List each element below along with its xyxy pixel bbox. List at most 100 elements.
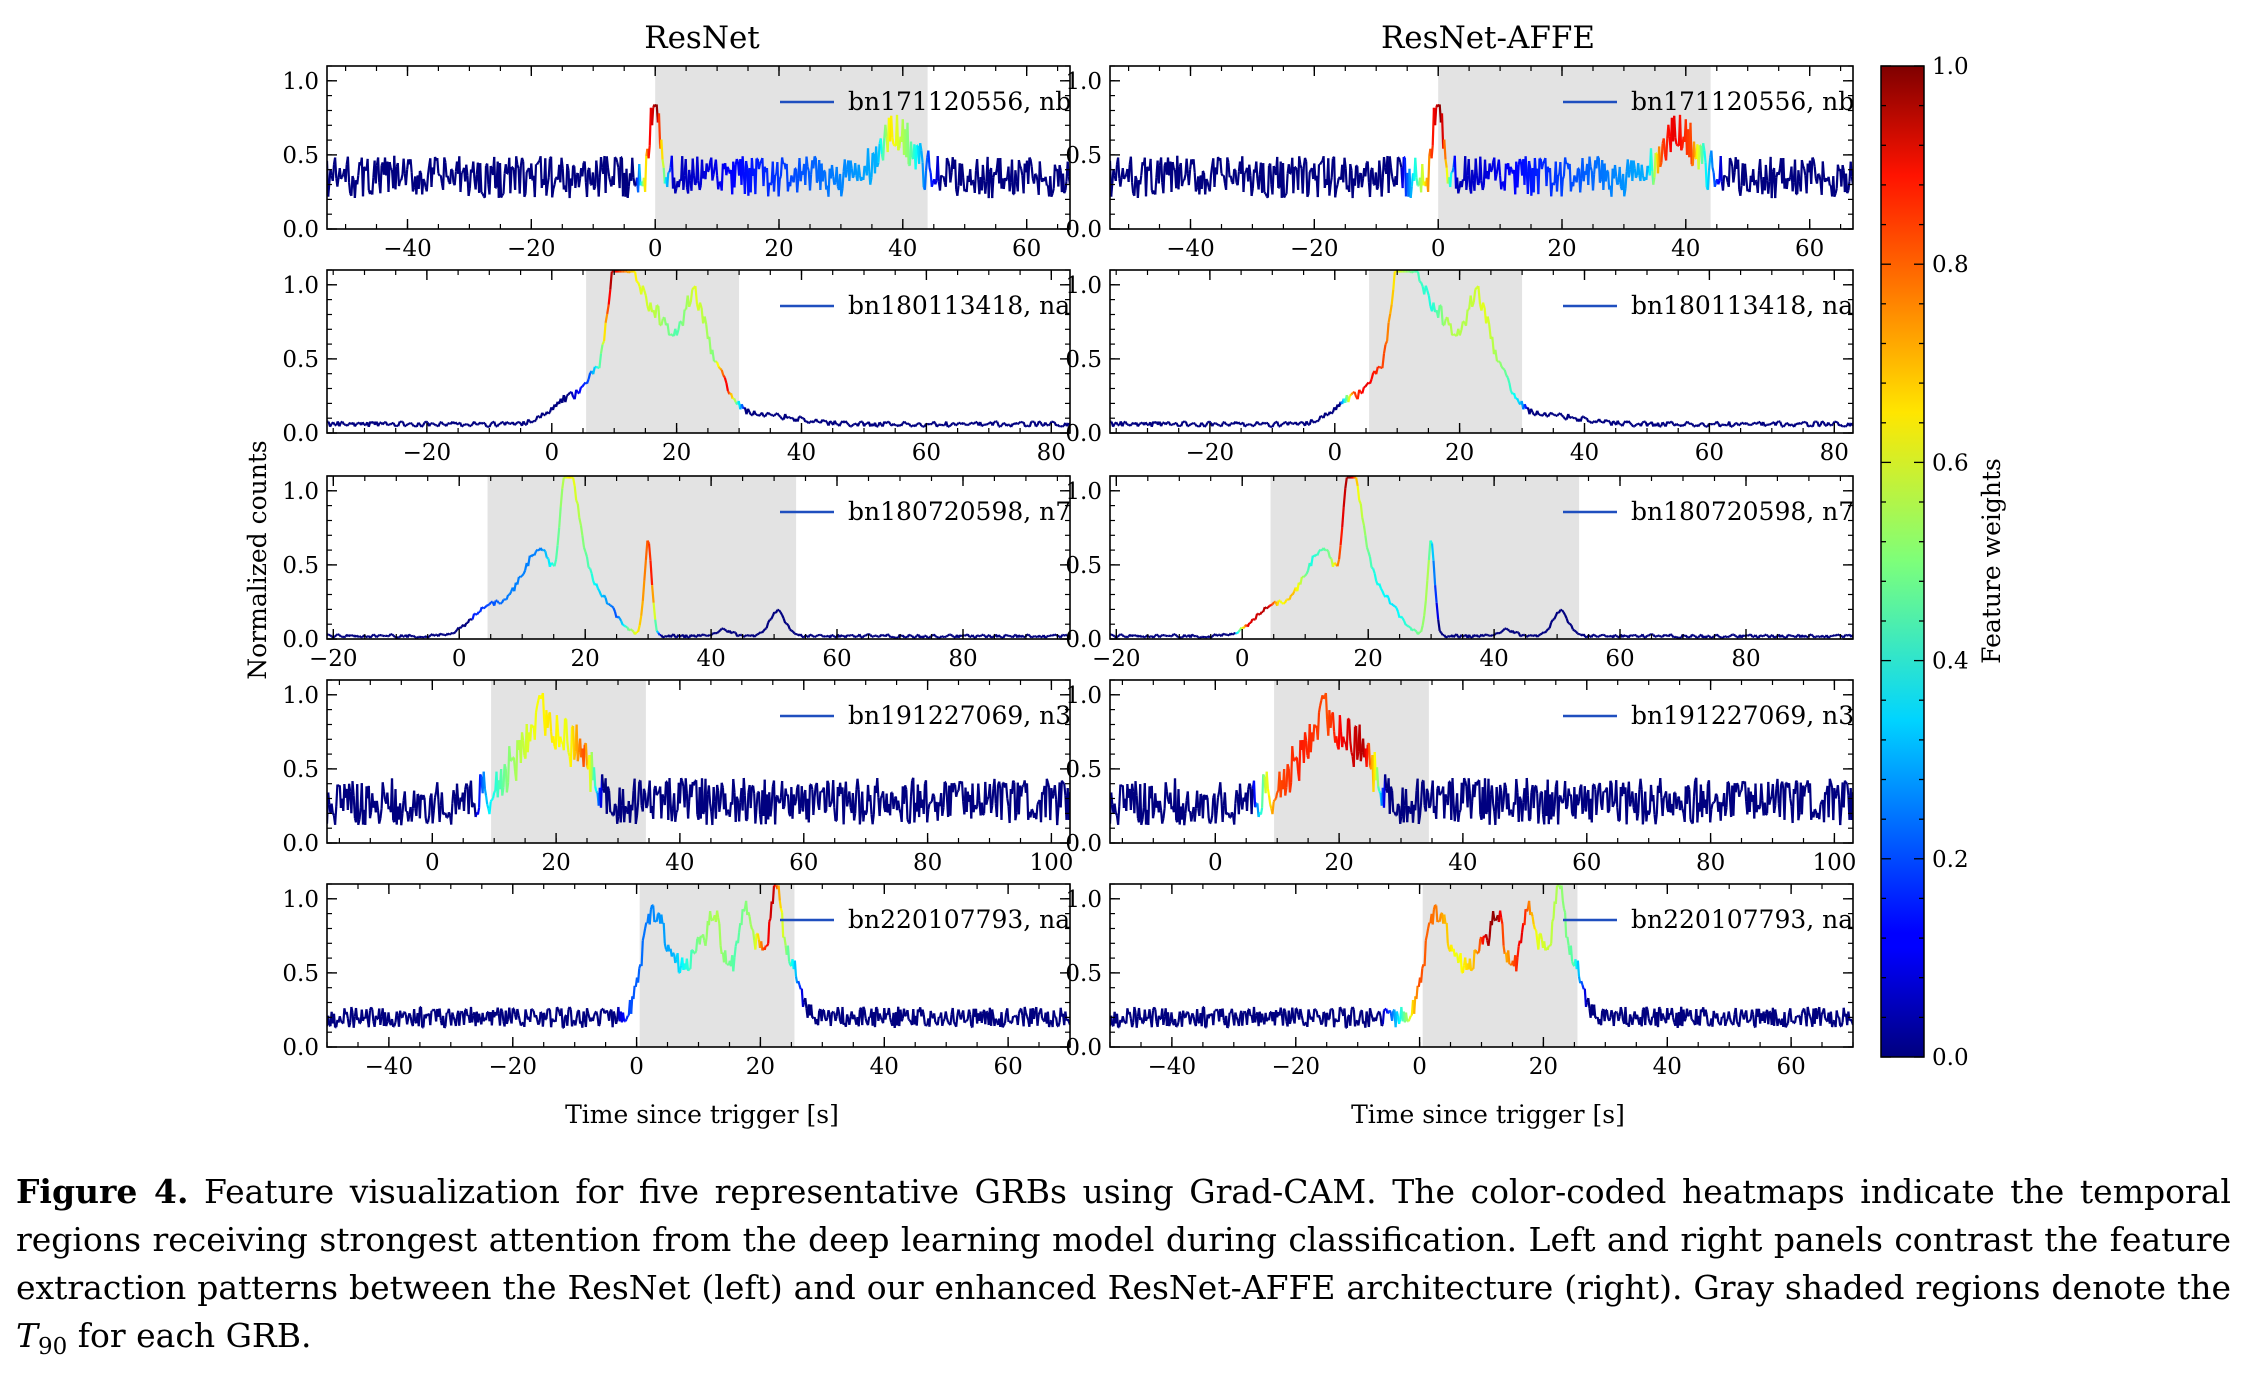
curve-segment xyxy=(741,156,745,172)
curve-segment xyxy=(1317,705,1322,713)
curve-segment xyxy=(1389,304,1393,315)
curve-segment xyxy=(781,780,785,810)
curve-segment xyxy=(1343,741,1347,744)
curve-segment xyxy=(1266,422,1271,428)
curve-segment xyxy=(1844,173,1849,194)
curve-segment xyxy=(1426,290,1430,297)
curve-segment xyxy=(537,160,541,163)
curve-segment xyxy=(544,550,548,558)
curve-segment xyxy=(1776,420,1780,424)
curve-segment xyxy=(1160,634,1164,637)
curve-segment xyxy=(500,599,505,604)
curve-segment xyxy=(1847,633,1851,637)
curve-segment xyxy=(327,183,331,197)
curve-segment xyxy=(1247,423,1250,426)
curve-segment xyxy=(1288,594,1293,600)
curve-segment xyxy=(615,615,619,619)
curve-segment xyxy=(1350,752,1354,757)
curve-segment xyxy=(660,139,664,160)
curve-segment xyxy=(1550,182,1554,197)
curve-segment xyxy=(566,393,570,397)
curve-segment xyxy=(1349,393,1353,397)
curve-segment xyxy=(1582,415,1587,420)
curve-segment xyxy=(1452,634,1457,638)
curve-segment xyxy=(1269,803,1273,809)
curve-segment xyxy=(796,178,800,193)
curve-segment xyxy=(1719,636,1722,639)
curve-segment xyxy=(462,423,466,427)
curve-segment xyxy=(1428,805,1432,809)
curve-segment xyxy=(936,424,940,428)
curve-segment xyxy=(1304,573,1308,577)
curve-segment xyxy=(1641,633,1645,638)
curve-segment xyxy=(1006,798,1010,807)
curve-segment xyxy=(1151,811,1156,819)
curve-segment xyxy=(1810,157,1814,184)
curve-segment xyxy=(1818,635,1822,639)
curve-segment xyxy=(1790,634,1794,638)
curve-segment xyxy=(1451,778,1455,804)
y-tick-label: 0.5 xyxy=(282,143,319,169)
curve-segment xyxy=(599,156,604,168)
curve-segment xyxy=(840,634,844,638)
curve-segment xyxy=(1476,634,1480,638)
legend-label: bn180113418, na xyxy=(1631,291,1853,320)
curve-segment xyxy=(991,177,995,199)
curve-segment xyxy=(938,175,943,191)
curve-segment xyxy=(1117,423,1120,427)
curve-segment xyxy=(590,573,595,582)
curve-segment xyxy=(573,485,578,501)
curve-segment xyxy=(1669,633,1673,636)
curve-segment xyxy=(412,635,417,639)
curve-segment xyxy=(1274,792,1279,799)
curve-segment xyxy=(512,757,517,772)
curve-segment xyxy=(1765,633,1769,637)
curve-segment xyxy=(1318,548,1322,553)
curve-segment xyxy=(1324,548,1328,552)
curve-segment xyxy=(573,751,577,760)
curve-segment xyxy=(792,168,796,183)
x-tick-label: 20 xyxy=(541,850,570,876)
curve-segment xyxy=(812,420,816,424)
curve-segment xyxy=(410,808,414,822)
curve-segment xyxy=(980,802,984,816)
curve-segment xyxy=(1509,166,1513,170)
curve-segment xyxy=(1457,188,1461,194)
curve-segment xyxy=(999,635,1003,639)
curve-segment xyxy=(1655,634,1659,638)
curve-segment xyxy=(1813,166,1817,179)
curve-segment xyxy=(823,419,826,423)
curve-segment xyxy=(453,171,457,186)
curve-segment xyxy=(1196,424,1199,428)
curve-segment xyxy=(955,423,958,427)
curve-segment xyxy=(357,635,361,639)
curve-segment xyxy=(1005,423,1009,427)
curve-segment xyxy=(1291,746,1295,761)
curve-segment xyxy=(551,188,555,198)
curve-segment xyxy=(1674,137,1678,145)
x-tick-label: 60 xyxy=(912,440,941,466)
curve-segment xyxy=(1135,795,1139,819)
curve-segment xyxy=(461,171,464,174)
curve-segment xyxy=(882,138,886,161)
curve-segment xyxy=(949,422,954,427)
curve-segment xyxy=(1818,424,1822,428)
curve-segment xyxy=(1379,587,1384,592)
curve-segment xyxy=(1282,601,1286,605)
legend: bn180113418, na xyxy=(780,291,1070,320)
curve-segment xyxy=(928,167,932,174)
curve-segment xyxy=(823,169,826,173)
curve-segment xyxy=(1411,628,1415,632)
curve-segment xyxy=(858,810,863,825)
curve-segment xyxy=(1797,170,1801,182)
curve-segment xyxy=(1044,635,1048,639)
curve-segment xyxy=(646,791,650,806)
curve-segment xyxy=(1053,785,1058,800)
curve-segment xyxy=(587,372,592,380)
curve-segment xyxy=(1561,609,1565,613)
curve-segment xyxy=(379,165,383,194)
curve-segment xyxy=(483,788,488,796)
curve-segment xyxy=(1710,150,1714,168)
curve-segment xyxy=(700,778,705,814)
